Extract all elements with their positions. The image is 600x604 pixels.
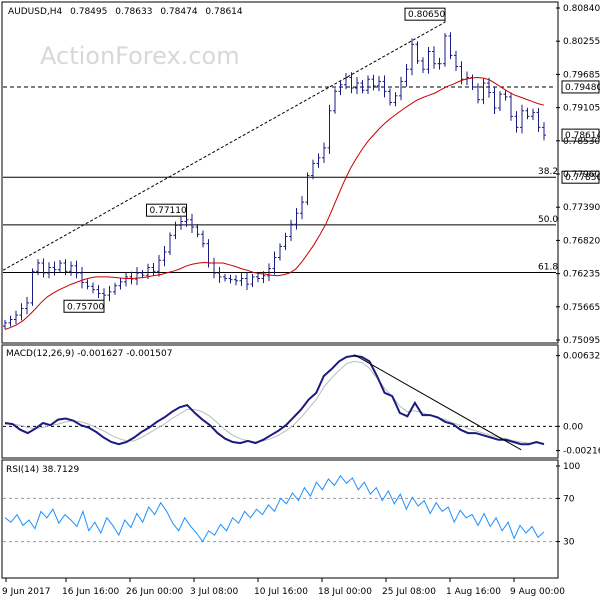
price-open: 0.78495: [70, 7, 107, 17]
price-y-tick-label: 0.75665: [563, 303, 600, 313]
macd-y-tick-label: 0.006322: [563, 352, 600, 362]
rsi-y-tick-label: 70: [563, 494, 575, 504]
level-value-label-0-box: [561, 80, 600, 94]
svg-text:AUDUSD,H4 0.78495 0.78: AUDUSD,H4 0.78495 0.78633 0.78474 0.7861…: [8, 7, 243, 17]
price-y-tick-label: 0.76235: [563, 270, 600, 280]
price-y-tick-label: 0.79105: [563, 104, 600, 114]
x-tick-label: 9 Aug 00:00: [510, 587, 565, 597]
x-tick-label: 18 Jul 00:00: [318, 587, 372, 597]
macd-title: MACD(12,26,9) -0.001627 -0.001507: [6, 349, 172, 359]
annotation-label-0: 0.80650: [408, 10, 445, 20]
fib-label-50.0: 50.0: [538, 215, 558, 225]
price-panel: [1, 1, 559, 344]
annotation-label-2-box: [63, 299, 105, 313]
current-price-label: 0.78614: [565, 131, 600, 141]
annotation-label-1-box: [146, 203, 187, 217]
annotation-label-1: 0.77110: [150, 206, 187, 216]
fib-label-61.8: 61.8: [538, 262, 558, 272]
macd-y-tick-label: -0.002164: [563, 447, 600, 457]
x-tick-label: 10 Jul 16:00: [254, 587, 308, 597]
price-y-tick-label: 0.80840: [563, 4, 600, 14]
rsi-y-tick-label: 100: [563, 462, 580, 472]
price-symbol: AUDUSD,H4: [8, 7, 63, 17]
price-y-tick-label: 0.80255: [563, 37, 600, 47]
rsi-line: [4, 474, 545, 543]
macd-y-tick-label: 0.00: [563, 422, 583, 432]
macd-panel: [1, 344, 559, 459]
price-low: 0.78474: [160, 7, 197, 17]
current-price-label-box: [561, 128, 600, 142]
price-high: 0.78633: [115, 7, 152, 17]
level-value-label-1-box: [561, 170, 600, 184]
annotation-label-0-box: [404, 7, 446, 21]
x-tick-label: 16 Jun 16:00: [62, 587, 119, 597]
macd-trendline: [353, 354, 522, 451]
level-value-label-1: 0.77850: [565, 173, 600, 183]
price-y-tick-label: 0.76820: [563, 236, 600, 246]
annotation-label-2: 0.75700: [67, 302, 104, 312]
fib-label-38.2: 38.2: [538, 167, 558, 177]
price-y-tick-label: 0.79685: [563, 70, 600, 80]
macd-line: [4, 354, 545, 446]
rsi-title: RSI(14) 38.7129: [6, 465, 79, 475]
level-value-label-0: 0.79480: [565, 83, 600, 93]
price-y-tick-label: 0.77960: [563, 170, 600, 180]
x-tick-label: 3 Jul 08:00: [190, 587, 239, 597]
x-tick-label: 1 Aug 16:00: [446, 587, 501, 597]
x-tick-label: 9 Jun 2017: [2, 587, 50, 597]
price-y-tick-label: 0.75095: [563, 336, 600, 346]
rsi-y-tick-label: 30: [563, 538, 575, 548]
moving-average-line: [4, 76, 545, 330]
price-y-tick-label: 0.77390: [563, 203, 600, 213]
price-close: 0.78614: [205, 7, 242, 17]
x-tick-label: 26 Jun 00:00: [126, 587, 183, 597]
macd-signal-line: [5, 360, 544, 444]
price-trendline: [2, 21, 446, 271]
watermark: ActionForex.com: [40, 42, 240, 70]
rsi-panel: [1, 459, 559, 579]
price-candles: [3, 32, 546, 330]
x-tick-label: 25 Jul 08:00: [382, 587, 436, 597]
price-y-tick-label: 0.78530: [563, 137, 600, 147]
